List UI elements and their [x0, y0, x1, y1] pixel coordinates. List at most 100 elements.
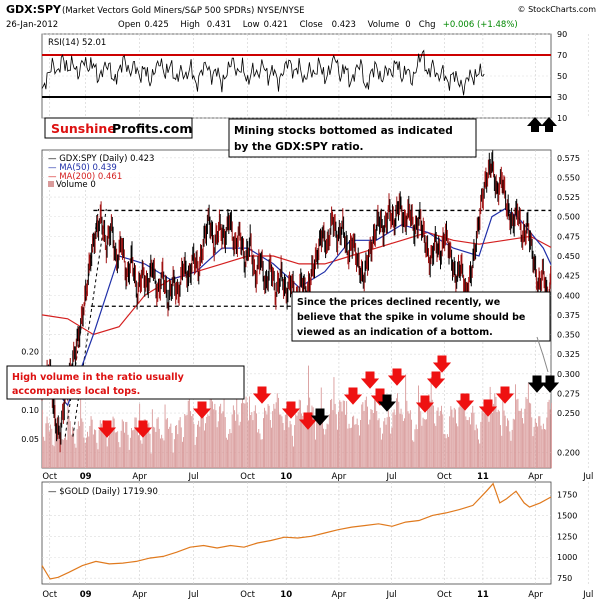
price-tick-label: 0.575 [557, 154, 580, 163]
volume-bar [207, 414, 209, 468]
volume-bar [86, 437, 87, 468]
volume-bar [184, 414, 186, 468]
volume-bar [99, 420, 101, 468]
volume-bar [363, 410, 365, 468]
volume-bar [356, 418, 358, 468]
mining-note-line2: by the GDX:SPY ratio. [234, 141, 364, 153]
rsi-tick-label: 70 [557, 51, 567, 60]
volume-bar [143, 419, 145, 468]
volume-bar [320, 387, 322, 468]
volume-bar [241, 403, 242, 468]
volume-bar [349, 428, 351, 468]
volume-bar [195, 436, 197, 468]
volume-note-line3: viewed as an indication of a bottom. [297, 327, 493, 338]
up-arrow-left [527, 117, 543, 132]
legend-volume-swatch [48, 181, 54, 187]
red-arrow [281, 401, 301, 419]
volume-bar [257, 432, 259, 468]
volume-bar [343, 400, 345, 468]
rsi-tick-label: 30 [557, 93, 567, 102]
price-tick-label: 0.325 [557, 350, 580, 359]
black-arrow [377, 394, 397, 412]
volume-bar [526, 398, 528, 468]
price-x-tick-label: Oct [437, 472, 452, 482]
volume-bar [546, 417, 548, 468]
volume-bar [215, 410, 217, 468]
volume-bar [539, 416, 541, 468]
volume-bar [190, 411, 191, 468]
volume-bar [106, 446, 108, 468]
volume-bar [503, 410, 505, 468]
volume-bar [154, 427, 156, 468]
volume-bar [391, 427, 393, 468]
volume-bar [387, 410, 389, 468]
volume-bar [135, 417, 137, 468]
volume-bar [495, 396, 497, 468]
low-value: 0.421 [264, 20, 288, 30]
volume-bar [449, 416, 451, 468]
volume-bar [545, 429, 547, 468]
volume-bar [188, 399, 190, 468]
open-value: 0.425 [144, 20, 168, 30]
price-x-tick-label: 09 [80, 472, 92, 482]
volume-bar [359, 435, 360, 468]
volume-tick-label: 0.10 [21, 406, 39, 415]
volume-bar [94, 429, 95, 468]
volume-bar [347, 428, 349, 468]
volume-bar [297, 412, 299, 468]
volume-bar [58, 425, 60, 468]
volume-bar [194, 444, 196, 468]
volume-bar [529, 402, 530, 468]
volume-bar [102, 430, 104, 468]
volume-bar [372, 413, 374, 468]
volume-bar [364, 400, 366, 468]
volume-bars [42, 365, 552, 468]
black-arrow [527, 375, 547, 393]
volume-bar [451, 409, 453, 468]
volume-bar [209, 398, 211, 468]
volume-bar [84, 443, 86, 468]
volume-bar [201, 407, 203, 468]
ma200-line [41, 231, 552, 336]
legend-volume: Volume 0 [56, 180, 96, 190]
volume-bar [52, 444, 54, 468]
volume-note-pointer [536, 336, 549, 373]
volume-bar [204, 430, 205, 468]
volume-bar [82, 421, 84, 468]
chart-symbol: GDX:SPY [6, 3, 62, 16]
volume-bar [74, 443, 76, 468]
volume-bar [394, 414, 396, 468]
volume-bar [61, 439, 63, 468]
volume-bar [88, 436, 90, 468]
volume-bar [148, 422, 150, 468]
volume-bar [333, 377, 335, 468]
volume-bar [507, 418, 508, 468]
volume-bar [400, 408, 402, 468]
legend-ma200: — MA(200) 0.461 [48, 172, 122, 182]
volume-bar [175, 425, 176, 468]
gold-x-tick-label: 11 [477, 590, 489, 600]
mining-note-frame [228, 118, 477, 158]
volume-bar [261, 439, 263, 468]
volume-bar [275, 402, 277, 468]
volume-bar [444, 434, 446, 468]
volume-bar [515, 384, 516, 468]
volume-bar [68, 416, 70, 468]
volume-bar [146, 431, 147, 468]
volume-bar [256, 413, 257, 468]
volume-bar [386, 417, 388, 468]
volume-bar [260, 439, 262, 468]
volume-bar [109, 429, 110, 468]
volume-bar [228, 433, 230, 468]
volume-bar [334, 403, 336, 468]
price-x-tick-label: 10 [280, 472, 292, 482]
volume-bar [452, 417, 454, 468]
volume-bar [153, 426, 154, 468]
gold-x-tick-label: Oct [240, 590, 255, 600]
volume-bar [494, 393, 496, 468]
volume-bar [284, 414, 286, 468]
volume-bar [414, 429, 416, 468]
volume-bar [460, 404, 462, 468]
volume-bar [163, 440, 165, 468]
volume-bar [441, 405, 442, 468]
